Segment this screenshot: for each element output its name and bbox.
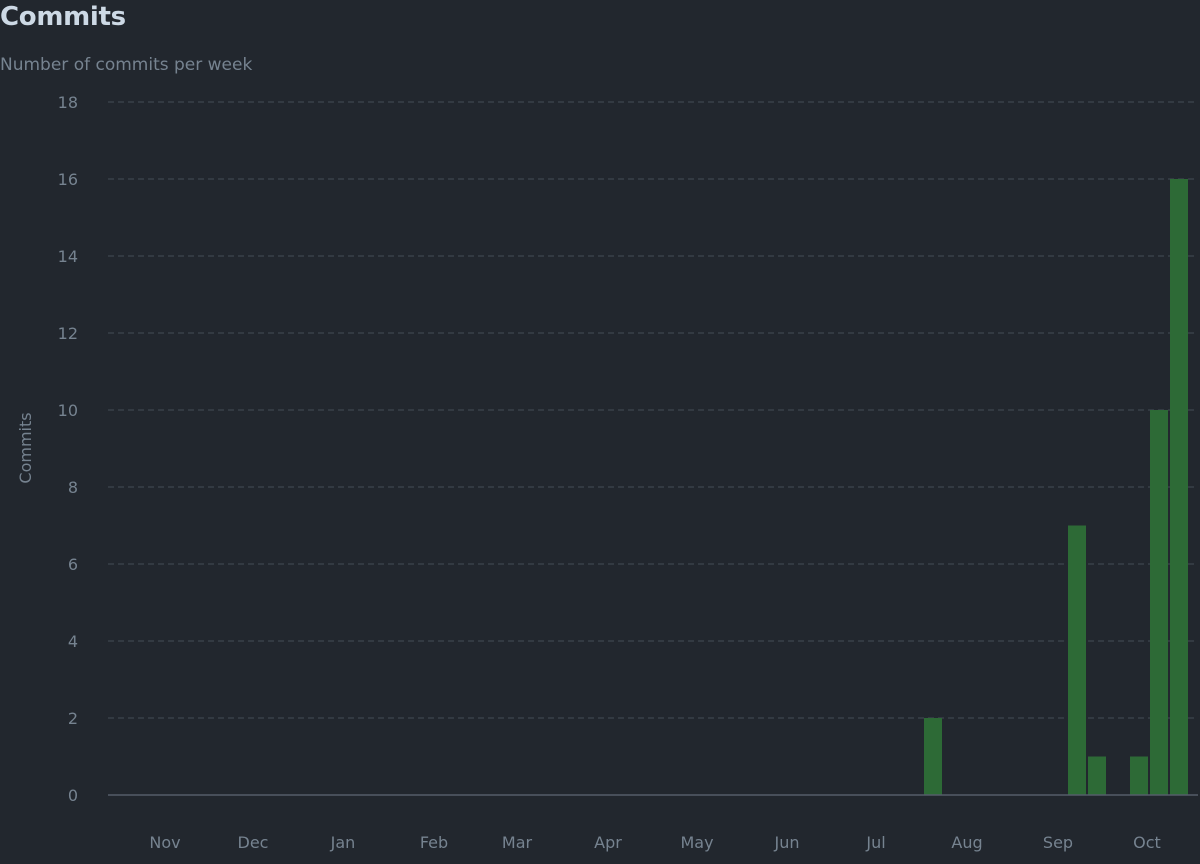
x-tick-label: Jan xyxy=(330,833,356,852)
y-tick-label: 10 xyxy=(58,401,78,420)
chart-title: Commits xyxy=(0,2,126,32)
commit-bar[interactable] xyxy=(1088,756,1106,796)
x-tick-label: Mar xyxy=(502,833,533,852)
x-tick-label: Jun xyxy=(774,833,800,852)
axis-layer: 0 2 4 6 8 10 12 14 16 18 Nov Dec Jan Feb Mar Apr May Jun J… xyxy=(58,93,1198,852)
x-tick-label: Jul xyxy=(865,833,885,852)
x-tick-label: Aug xyxy=(951,833,982,852)
x-tick-label: Oct xyxy=(1133,833,1161,852)
y-tick-label: 14 xyxy=(58,247,78,266)
x-tick-label: Sep xyxy=(1043,833,1073,852)
x-tick-label: Dec xyxy=(238,833,269,852)
y-tick-label: 18 xyxy=(58,93,78,112)
x-tick-label: Feb xyxy=(420,833,448,852)
chart-subtitle: Number of commits per week xyxy=(0,55,253,75)
x-tick-label: Apr xyxy=(594,833,622,852)
commit-bar[interactable] xyxy=(1150,410,1168,795)
grid-layer xyxy=(108,101,1198,719)
y-tick-label: 2 xyxy=(68,709,78,728)
y-tick-label: 6 xyxy=(68,555,78,574)
x-tick-label: Nov xyxy=(149,833,180,852)
y-tick-label: 0 xyxy=(68,786,78,805)
commit-bar[interactable] xyxy=(924,718,942,795)
commit-bar[interactable] xyxy=(1130,756,1148,796)
x-tick-label: May xyxy=(680,833,713,852)
y-axis-label: Commits xyxy=(16,412,35,483)
commit-bar[interactable] xyxy=(1170,179,1188,795)
y-tick-label: 12 xyxy=(58,324,78,343)
bars-layer xyxy=(924,179,1188,795)
commit-bar[interactable] xyxy=(1068,525,1086,796)
y-tick-label: 8 xyxy=(68,478,78,497)
y-tick-label: 4 xyxy=(68,632,78,651)
y-tick-label: 16 xyxy=(58,170,78,189)
